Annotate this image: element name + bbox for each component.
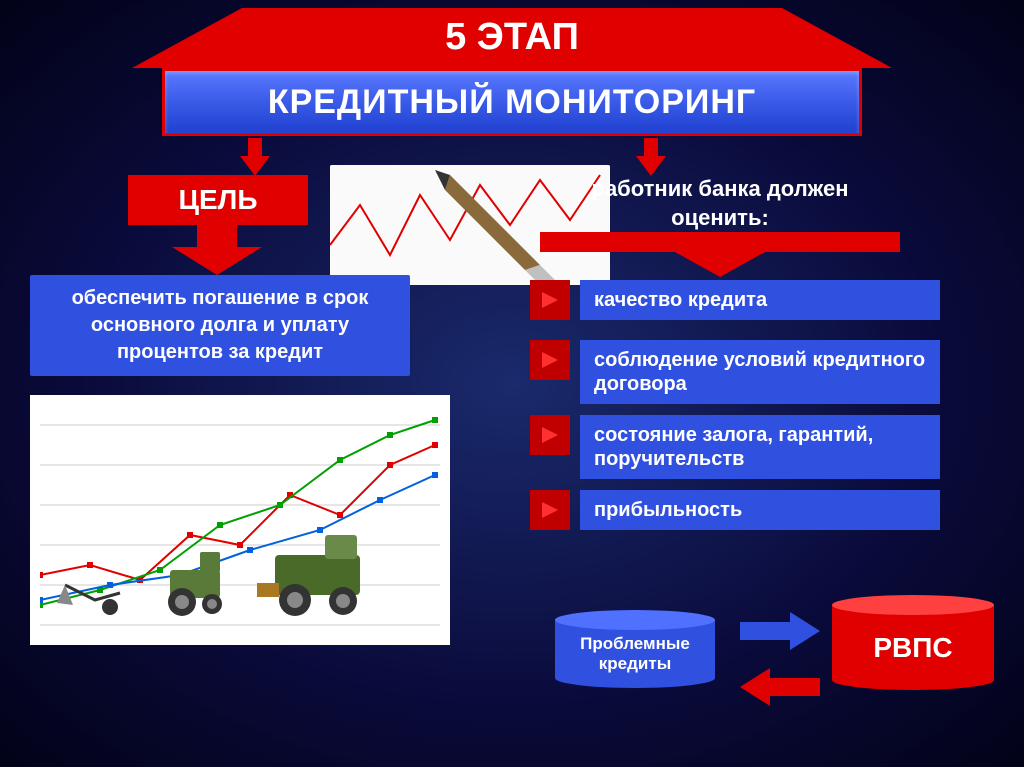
bullet-triangle-icon	[530, 490, 570, 530]
stage-label: 5 ЭТАП	[132, 16, 892, 59]
bullet-triangle-icon	[530, 280, 570, 320]
worker-text: работник банка должен оценить:	[550, 175, 890, 232]
bullet-box-0: качество кредита	[580, 280, 940, 320]
main-title-text: КРЕДИТНЫЙ МОНИТОРИНГ	[268, 83, 756, 122]
bullet-triangle-icon	[530, 340, 570, 380]
bullet-text-0: качество кредита	[594, 288, 767, 312]
stage-banner: 5 ЭТАП	[132, 8, 892, 68]
goal-description-box: обеспечить погашение в срок основного до…	[30, 275, 410, 376]
arrow-right-blue-icon	[740, 612, 820, 650]
bullet-text-1: соблюдение условий кредитного договора	[594, 348, 926, 396]
bullet-row-3: прибыльность	[530, 490, 940, 530]
cylinder-rvps: РВПС	[832, 605, 994, 690]
goal-box: ЦЕЛЬ	[128, 175, 308, 225]
cylinder-problem: Проблемные кредиты	[555, 620, 715, 688]
harvester-icon	[257, 535, 360, 616]
bullet-triangle-icon	[530, 415, 570, 455]
bullet-row-1: соблюдение условий кредитного договора	[530, 340, 940, 404]
bullet-box-3: прибыльность	[580, 490, 940, 530]
goal-arrow-icon	[172, 225, 262, 275]
bullet-box-1: соблюдение условий кредитного договора	[580, 340, 940, 404]
main-title-box: КРЕДИТНЫЙ МОНИТОРИНГ	[162, 68, 862, 136]
goal-description-text: обеспечить погашение в срок основного до…	[42, 285, 398, 366]
arrow-down-left-icon	[240, 138, 270, 176]
cylinder-label-rvps: РВПС	[832, 632, 994, 664]
bullet-row-2: состояние залога, гарантий, поручительст…	[530, 415, 940, 479]
bullet-text-2: состояние залога, гарантий, поручительст…	[594, 423, 926, 471]
arrow-down-right-icon	[636, 138, 666, 176]
chart-panel	[30, 395, 450, 645]
bullet-text-3: прибыльность	[594, 498, 742, 522]
bullet-box-2: состояние залога, гарантий, поручительст…	[580, 415, 940, 479]
goal-label: ЦЕЛЬ	[179, 184, 258, 216]
tractor-icon	[168, 552, 222, 616]
worker-arrow-icon	[540, 232, 900, 277]
line-chart	[40, 405, 440, 635]
bullet-row-0: качество кредита	[530, 280, 940, 320]
arrow-left-red-icon	[740, 668, 820, 706]
cylinder-label-problem: Проблемные кредиты	[555, 634, 715, 674]
